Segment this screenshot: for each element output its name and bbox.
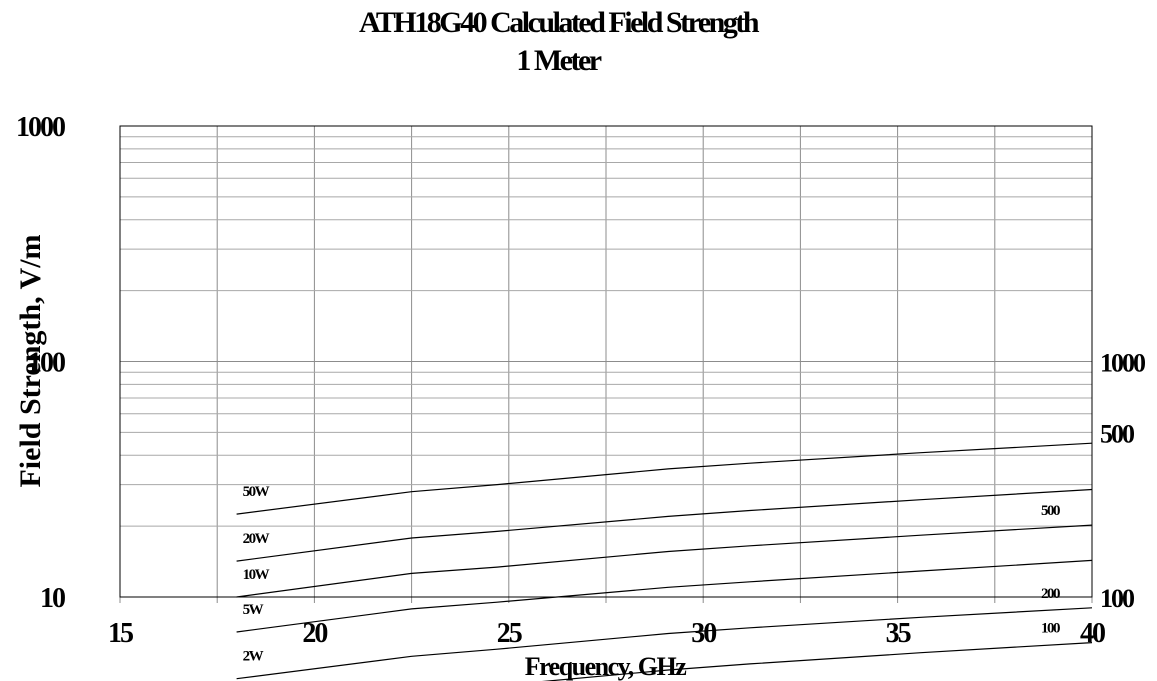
series-line-10w: [236, 524, 1093, 598]
series-line-5w: [236, 559, 1093, 633]
chart-subtitle: 1 Meter: [516, 44, 601, 77]
series-lines: [236, 442, 1093, 681]
x-tick-label: 35: [886, 618, 911, 649]
y-axis-title: Field Strength, V/m: [14, 234, 47, 487]
series-labels: 50W20W10W5W2W1W500200100: [243, 484, 1062, 665]
series-line-1w: [541, 642, 1093, 681]
series-line-50w: [236, 442, 1093, 515]
right-series-label: 200: [1041, 586, 1060, 602]
series-label-2w: 2W: [243, 649, 264, 665]
right-axis-tick-label: 1000: [1100, 349, 1146, 378]
x-tick-label: 20: [302, 618, 327, 649]
x-axis-title: Frequency, GHz: [525, 652, 686, 681]
series-label-50w: 50W: [243, 484, 270, 500]
x-tick-label: 15: [108, 618, 133, 649]
tick-labels: 15 20 25 30 35 40 10 100 1000 100 500 1000: [16, 112, 1148, 649]
y-tick-label: 1000: [16, 112, 65, 143]
right-series-label: 100: [1041, 621, 1060, 637]
series-label-5w: 5W: [243, 602, 264, 618]
right-axis-tick-label: 500: [1100, 419, 1135, 448]
x-tick-label: 25: [497, 618, 522, 649]
x-tick-label: 30: [691, 618, 716, 649]
y-tick-label: 10: [40, 583, 65, 614]
right-axis-tick-label: 100: [1100, 584, 1135, 613]
right-series-label: 500: [1041, 503, 1060, 519]
plot-frame: [119, 125, 1093, 598]
chart-title: ATH18G40 Calculated Field Strength: [359, 6, 760, 39]
series-line-20w: [236, 488, 1093, 562]
y-tick-label: 100: [28, 348, 65, 379]
series-label-20w: 20W: [243, 531, 270, 547]
series-line-2w: [236, 607, 1093, 680]
series-label-10w: 10W: [243, 567, 270, 583]
x-tick-label: 40: [1080, 618, 1105, 649]
chart-text: ATH18G40 Calculated Field Strength 1 Met…: [14, 6, 762, 681]
